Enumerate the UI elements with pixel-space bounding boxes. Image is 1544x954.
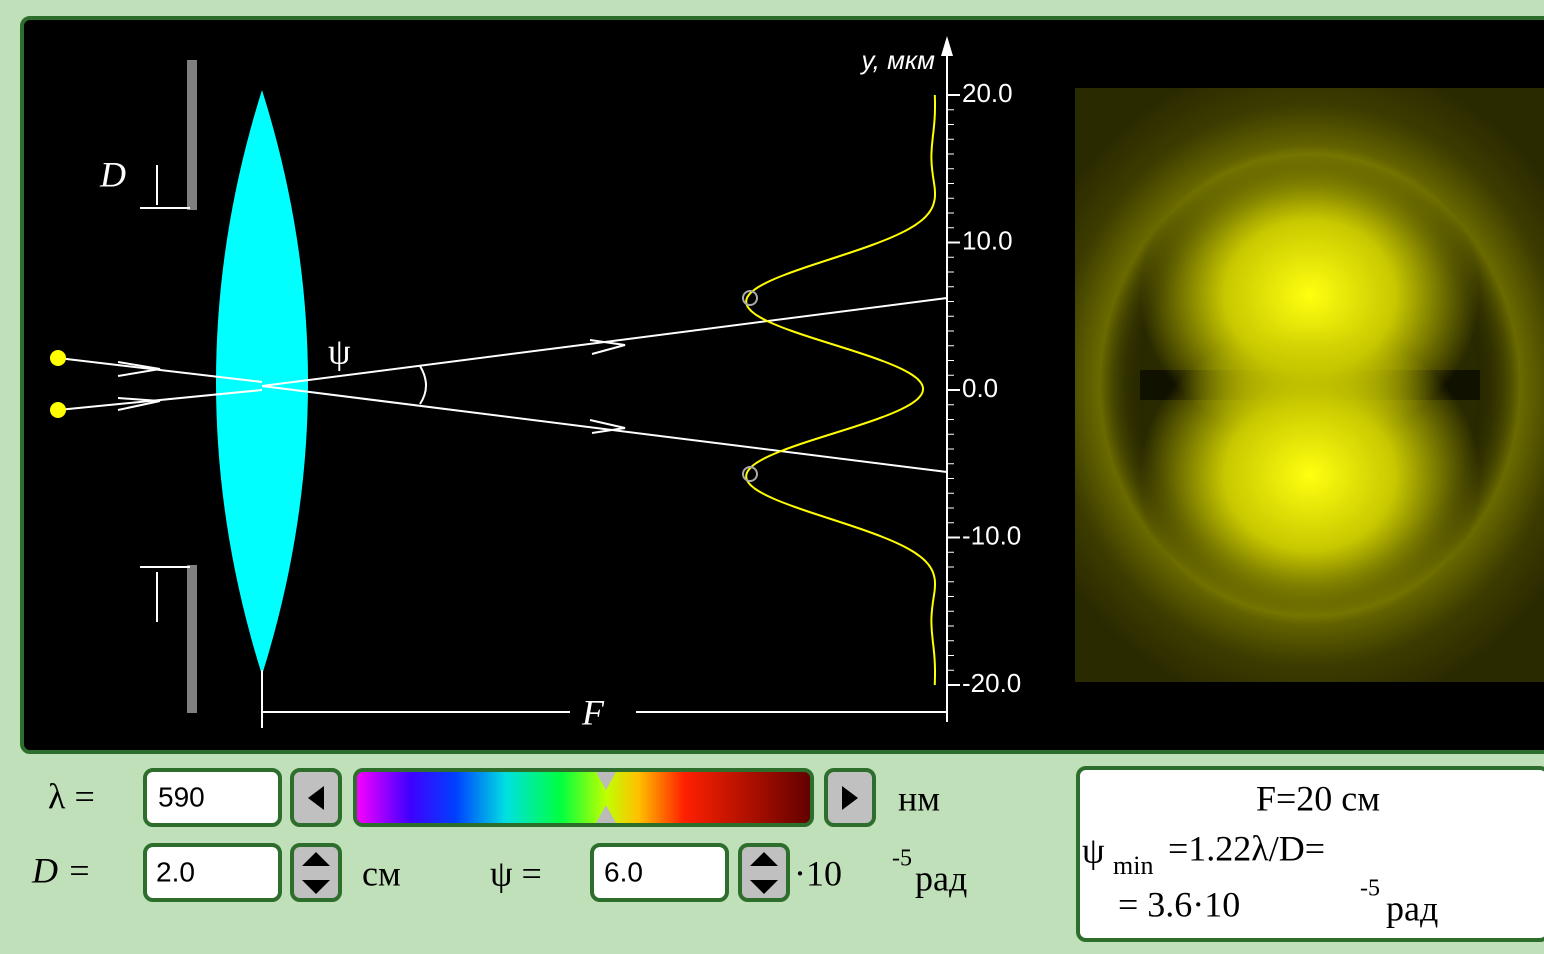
angle-label: ψ = [490, 853, 542, 893]
source [50, 350, 66, 366]
result-exponent: -5 [1360, 876, 1380, 902]
aperture [187, 565, 197, 713]
app: D ψ F y, мкм 20.0 10.0 0.0 -10.0 -20.0 λ = 5… [0, 0, 1544, 949]
formula-symbol: ψ [1082, 830, 1105, 870]
y-tick-label: 20.0 [962, 78, 1013, 108]
aperture [187, 60, 197, 210]
y-tick-label: 10.0 [962, 225, 1013, 255]
focal-info: F=20 см [1256, 778, 1380, 818]
wavelength-unit: нм [898, 778, 940, 818]
y-tick-label: -10.0 [962, 520, 1021, 550]
angle-unit: рад [915, 858, 967, 898]
diameter-label: D = [31, 850, 91, 890]
page: D ψ F y, мкм 20.0 10.0 0.0 -10.0 -20.0 λ = 5… [0, 0, 1544, 949]
result-unit: рад [1386, 888, 1438, 928]
angle-label: ψ [328, 331, 351, 371]
wavelength-label: λ = [48, 776, 95, 816]
spectrum-slider[interactable] [355, 770, 812, 825]
angle-value[interactable]: 6.0 [604, 856, 643, 887]
y-tick-label: -20.0 [962, 668, 1021, 698]
source [50, 402, 66, 418]
angle-unit-prefix: ·10 [794, 853, 842, 893]
axis-title: y, мкм [860, 45, 936, 75]
formula-subscript: min [1113, 851, 1153, 880]
aperture-label: D [99, 154, 126, 194]
diameter-value[interactable]: 2.0 [156, 856, 195, 887]
result: = 3.6·10 [1118, 884, 1240, 924]
wavelength-value[interactable]: 590 [158, 781, 205, 812]
diameter-unit: см [362, 853, 401, 893]
formula: =1.22λ/D= [1168, 828, 1325, 868]
focal-label: F [581, 692, 605, 732]
diffraction-image [1010, 55, 1544, 715]
y-tick-label: 0.0 [962, 373, 998, 403]
angle-unit-exponent: -5 [892, 846, 912, 872]
